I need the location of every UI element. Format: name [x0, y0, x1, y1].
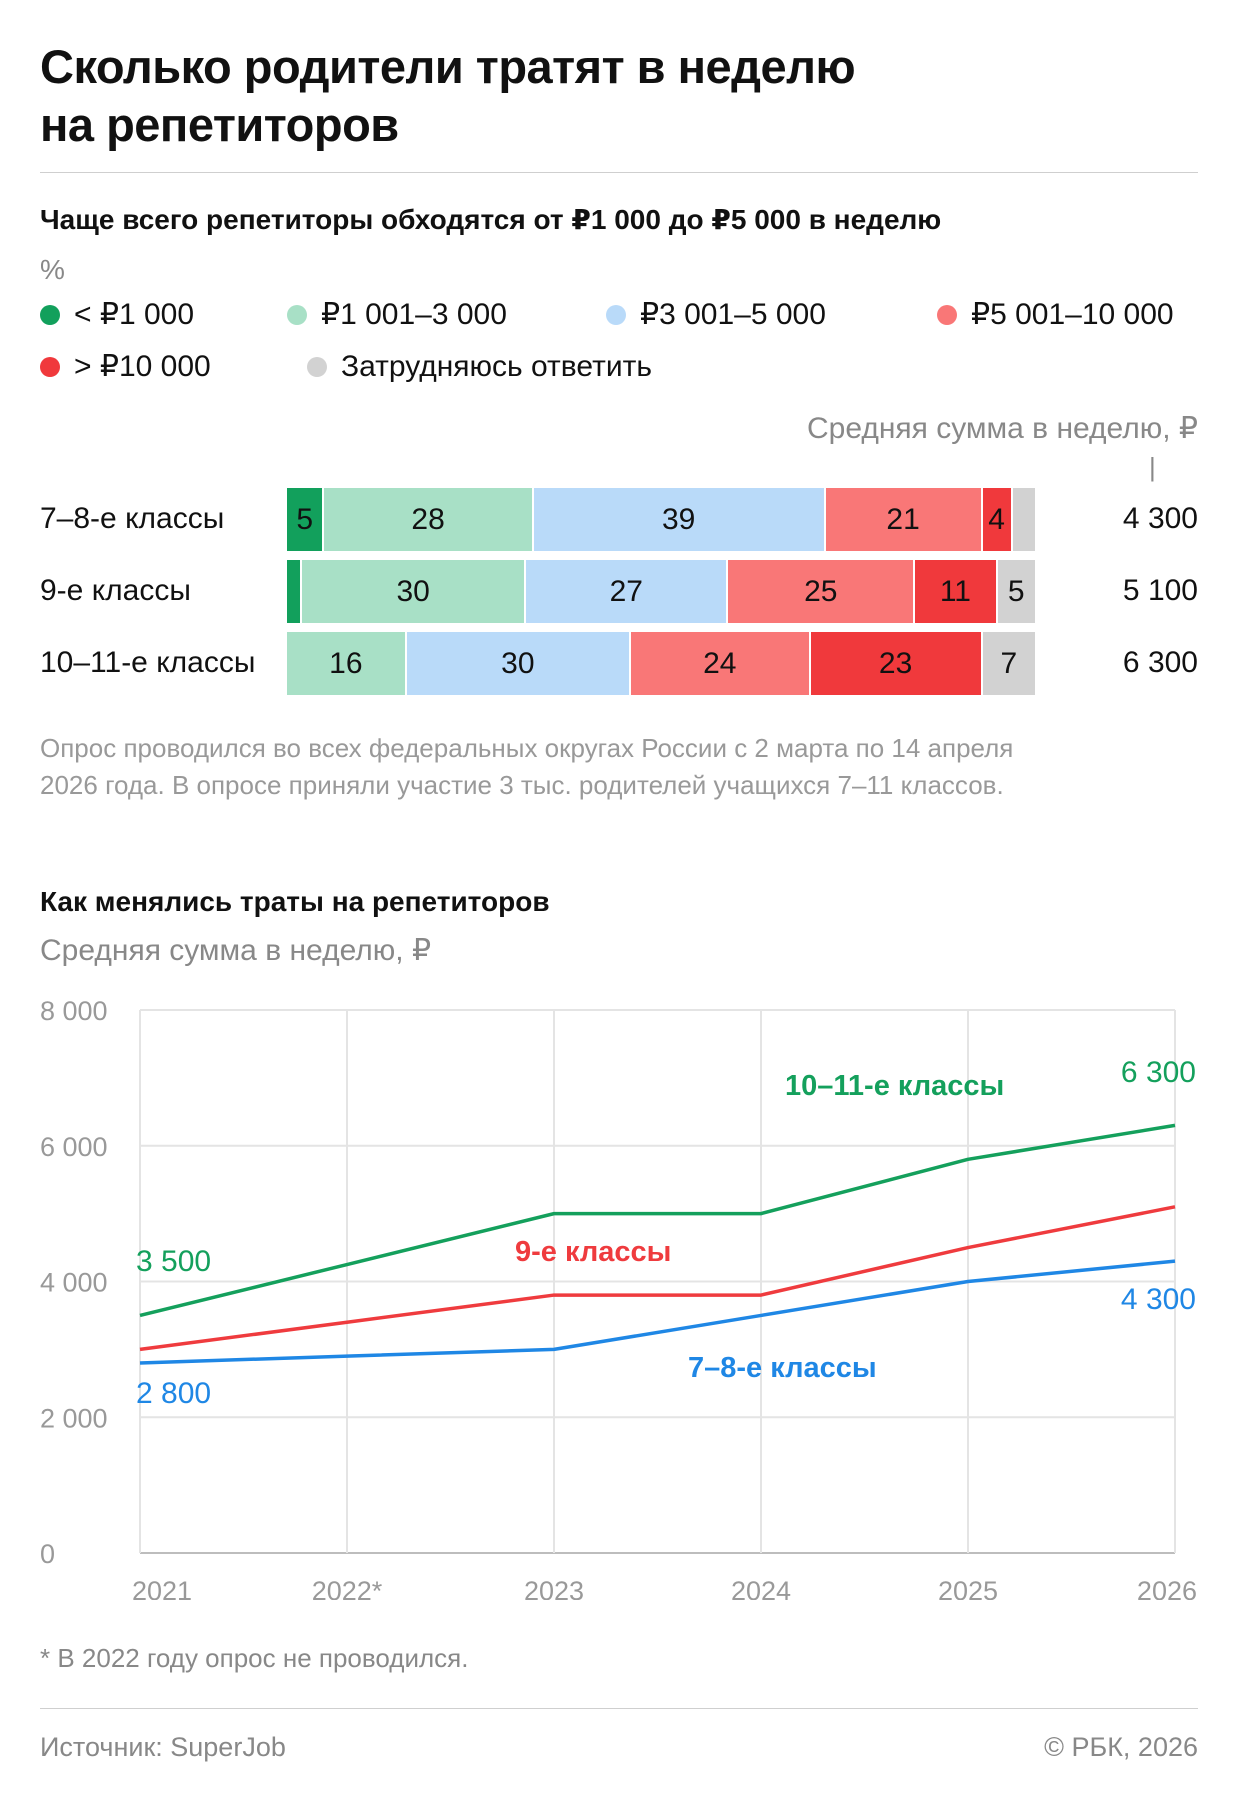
bar-segment-r1001_3000: 16: [287, 632, 407, 695]
legend-item-lt1000: < ₽1 000: [40, 297, 194, 333]
divider-top: [40, 172, 1198, 173]
bar-segment-gt10000: 11: [915, 560, 998, 623]
bar-segment-gt10000: 4: [982, 488, 1013, 551]
row-label-7-8: 7–8-е классы: [40, 502, 225, 535]
bar-segment-r3001_5000: 30: [406, 632, 632, 695]
bar-segment-r3001_5000: 27: [526, 560, 729, 623]
bar-segment-r5001_10000: 25: [728, 560, 916, 623]
section2-subtitle: Как менялись траты на репетиторов: [40, 886, 550, 917]
legend-dot-icon: [40, 305, 60, 325]
bar-segment-gt10000: 23: [810, 632, 983, 695]
series-name-label: 10–11-е классы: [785, 1070, 1004, 1102]
bar-segment-unsure: [1012, 488, 1035, 551]
line-chart-series: [139, 1123, 1176, 1365]
legend-item-1001-3000: ₽1 001–3 000: [287, 297, 507, 333]
legend-label: Затрудняюсь ответить: [341, 350, 652, 383]
series-line: [139, 1123, 1176, 1318]
section1-subtitle: Чаще всего репетиторы обходятся от ₽1 00…: [40, 204, 942, 235]
bar-segment-lt1000: [287, 560, 302, 623]
title-line-2: на репетиторов: [40, 98, 399, 151]
legend-item-3001-5000: ₽3 001–5 000: [606, 297, 826, 333]
series-value-label: 4 300: [1121, 1283, 1196, 1316]
legend-item-5001-10000: ₽5 001–10 000: [937, 297, 1174, 333]
divider-bottom: [40, 1708, 1198, 1709]
copyright: © РБК, 2026: [1044, 1732, 1198, 1762]
legend-dot-icon: [937, 305, 957, 325]
legend: < ₽1 000 ₽1 001–3 000 ₽3 001–5 000 ₽5 00…: [40, 297, 1210, 389]
avg-header-tick: |: [1149, 452, 1156, 482]
y-tick-label: 2 000: [40, 1403, 108, 1433]
series-name-label: 7–8-е классы: [688, 1352, 877, 1384]
x-tick-label: 2021: [132, 1576, 192, 1600]
y-tick-label: 6 000: [40, 1132, 108, 1162]
series-line: [139, 1205, 1176, 1352]
bar-segment-r1001_3000: 30: [301, 560, 527, 623]
line-chart-labels: 0 2 000 4 000 6 000 8 000 2021 2022* 2023 2024 20…: [40, 996, 1197, 1600]
bar-segment-r5001_10000: 21: [825, 488, 983, 551]
y-tick-label: 8 000: [40, 996, 108, 1026]
avg-value-9: 5 100: [1122, 574, 1198, 607]
stacked-bar-9: 30 27 25 11 5: [287, 560, 1035, 623]
x-tick-label: 2023: [524, 1576, 584, 1600]
avg-value-7-8: 4 300: [1122, 502, 1198, 535]
series-name-label: 9-е классы: [515, 1236, 671, 1268]
row-label-10-11: 10–11-е классы: [40, 646, 256, 679]
bar-segment-unsure: 7: [982, 632, 1035, 695]
bar-segment-r3001_5000: 39: [533, 488, 826, 551]
x-tick-label: 2026: [1137, 1576, 1197, 1600]
series-value-label: 2 800: [136, 1377, 211, 1410]
line-chart: 0 2 000 4 000 6 000 8 000 2021 2022* 2023 2024 20…: [40, 996, 1197, 1600]
legend-label: ₽1 001–3 000: [321, 298, 507, 331]
series-line: [139, 1259, 1176, 1365]
section1-unit: %: [40, 254, 65, 285]
legend-label: ₽3 001–5 000: [640, 298, 826, 331]
avg-header: Средняя сумма в неделю, ₽: [806, 412, 1198, 445]
legend-item-unsure: Затрудняюсь ответить: [307, 349, 652, 385]
x-tick-label: 2022*: [312, 1576, 383, 1600]
legend-label: ₽5 001–10 000: [971, 298, 1174, 331]
y-tick-label: 4 000: [40, 1268, 108, 1298]
series-value-label: 3 500: [136, 1245, 211, 1278]
legend-dot-icon: [287, 305, 307, 325]
survey-note-line-2: 2026 года. В опросе приняли участие 3 ты…: [40, 770, 1004, 800]
bar-segment-lt1000: 5: [287, 488, 325, 551]
line-chart-grid: [139, 1009, 1176, 1554]
legend-label: > ₽10 000: [74, 350, 211, 383]
legend-label: < ₽1 000: [74, 298, 195, 331]
source: Источник: SuperJob: [40, 1732, 286, 1762]
bar-segment-r5001_10000: 24: [631, 632, 811, 695]
series-value-label: 6 300: [1121, 1056, 1196, 1089]
x-tick-label: 2024: [731, 1576, 791, 1600]
legend-item-gt10000: > ₽10 000: [40, 349, 211, 385]
page-title: Сколько родители тратят в неделю на репе…: [40, 38, 1200, 154]
survey-note-line-1: Опрос проводился во всех федеральных окр…: [40, 733, 1014, 763]
y-tick-label: 0: [40, 1539, 55, 1569]
bar-segment-unsure: 5: [997, 560, 1035, 623]
legend-dot-icon: [40, 357, 60, 377]
section2-unit: Средняя сумма в неделю, ₽: [40, 934, 432, 967]
survey-note: Опрос проводился во всех федеральных окр…: [40, 730, 1200, 804]
stacked-bar-7-8: 5 28 39 21 4: [287, 488, 1035, 551]
row-label-9: 9-е классы: [40, 574, 191, 607]
avg-value-10-11: 6 300: [1122, 646, 1198, 679]
legend-dot-icon: [606, 305, 626, 325]
stacked-bar-10-11: 16 30 24 23 7: [287, 632, 1035, 695]
footnote: * В 2022 году опрос не проводился.: [40, 1643, 469, 1673]
bar-segment-r1001_3000: 28: [324, 488, 534, 551]
x-tick-label: 2025: [938, 1576, 998, 1600]
legend-dot-icon: [307, 357, 327, 377]
title-line-1: Сколько родители тратят в неделю: [40, 40, 856, 93]
